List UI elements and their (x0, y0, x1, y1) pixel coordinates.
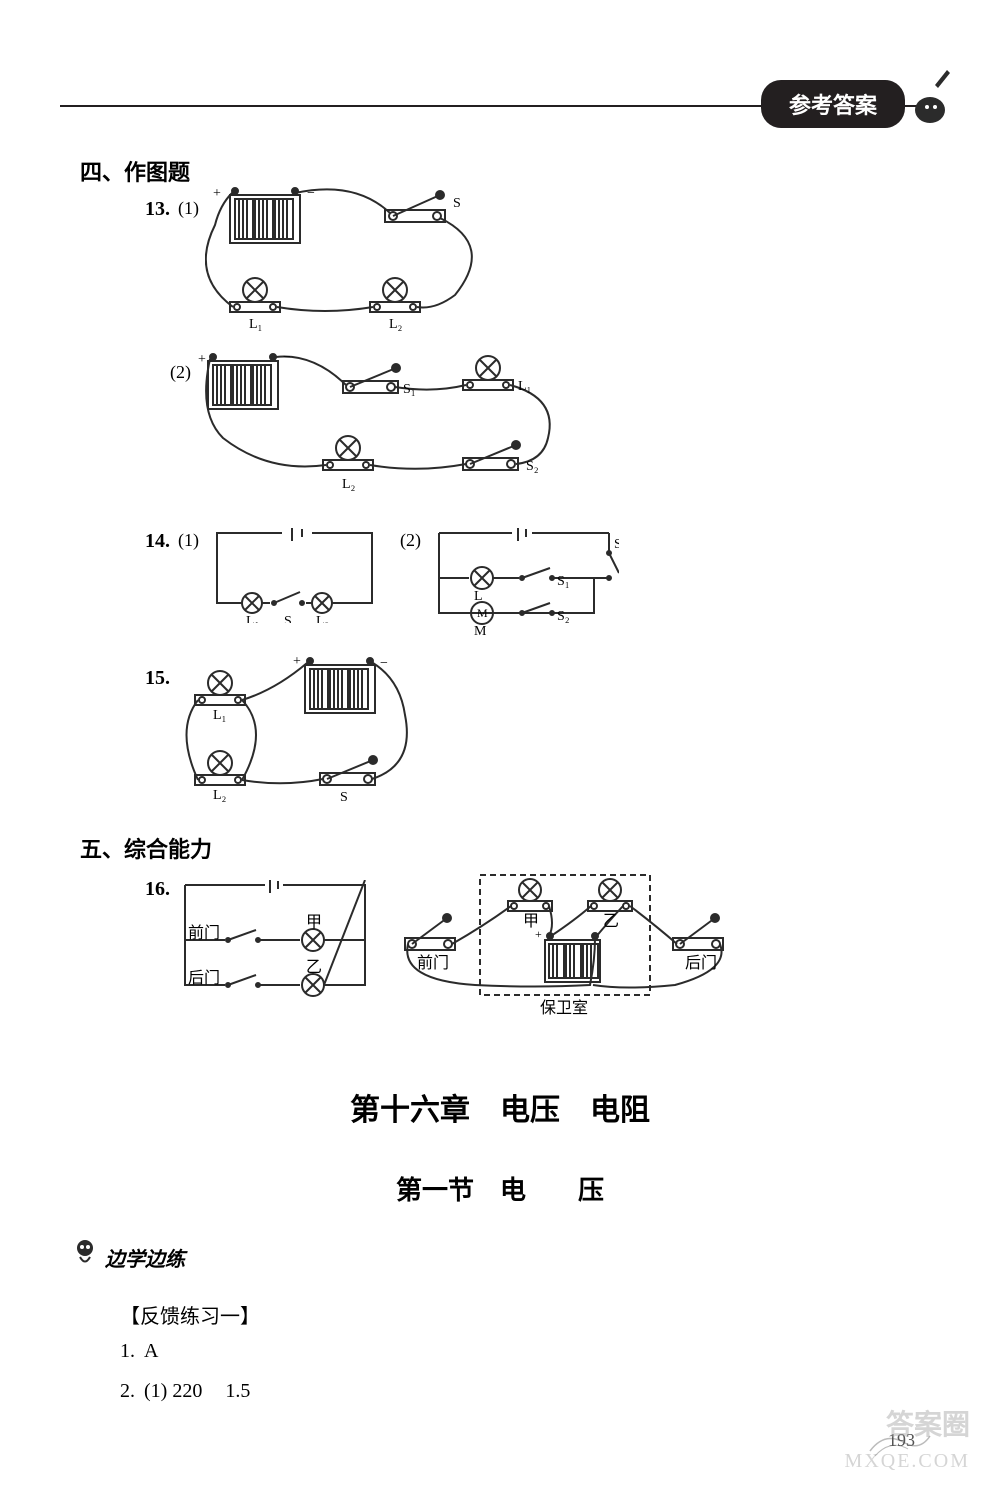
header-badge: 参考答案 (761, 80, 905, 128)
label-m: M (474, 624, 487, 638)
label-minus: − (307, 186, 315, 201)
label-back-door-pic: 后门 (685, 954, 717, 972)
a2-v2: 1.5 (225, 1380, 250, 1402)
a2-num: 2. (120, 1380, 135, 1402)
q16-schematic: 前门 后门 甲 乙 (180, 880, 375, 1000)
q13-part2: (2) (170, 362, 191, 383)
label-l1: L₁ (249, 317, 262, 332)
chapter-title: 第十六章 电压 电阻 (0, 1085, 1000, 1129)
label-guard-room: 保卫室 (540, 999, 588, 1017)
label-back-door: 后门 (188, 969, 220, 987)
q14-2-circuit: M S L S₁ M S₂ (434, 528, 619, 638)
label-l2: L₂ (213, 788, 227, 803)
q15-number: 15. (145, 667, 170, 690)
q15-circuit: + − L₁ L₂ S (175, 655, 435, 815)
label-minus: − (283, 350, 291, 365)
label-yi: 乙 (306, 959, 322, 976)
q14-1-circuit: L₁ S L₂ (212, 528, 382, 623)
answer-2: 2. (1) 220 1.5 (120, 1380, 250, 1403)
watermark-text: 答案圈 (886, 1403, 970, 1443)
label-plus-pic: + (535, 927, 542, 941)
q14-part1: (1) (178, 530, 199, 551)
a2-part: (1) (144, 1380, 167, 1402)
label-m-inner: M (477, 606, 488, 620)
label-l2: L₂ (389, 317, 403, 332)
q16-pictorial: 前门 后门 甲 乙 保卫室 + (395, 870, 735, 1030)
label-s: S (284, 614, 292, 623)
section-title: 第一节 电 压 (0, 1170, 1000, 1207)
answer-1: 1. A (120, 1340, 158, 1363)
label-plus: + (293, 655, 301, 669)
label-plus: + (213, 186, 221, 201)
label-s1: S₁ (403, 382, 416, 397)
watermark-url: MXQE.COM (845, 1450, 970, 1473)
a2-v1: 220 (172, 1380, 202, 1402)
label-s: S (453, 196, 461, 211)
q16-number: 16. (145, 878, 170, 901)
label-l2: L₂ (316, 614, 330, 623)
label-s1: S₁ (557, 574, 570, 589)
label-l1: L₁ (246, 614, 259, 623)
feedback-heading: 【反馈练习一】 (120, 1300, 260, 1329)
label-s2: S₂ (526, 459, 539, 474)
label-jia: 甲 (306, 914, 322, 931)
label-s: S (614, 537, 619, 552)
study-label: 边学边练 (105, 1243, 185, 1272)
label-front-door-pic: 前门 (417, 954, 449, 972)
a1-ans: A (144, 1340, 158, 1362)
label-l2: L₂ (342, 477, 356, 492)
label-l1: L₁ (518, 379, 531, 394)
section-5-heading: 五、综合能力 (80, 832, 212, 864)
q13-part1: (1) (178, 198, 199, 219)
q14-part2: (2) (400, 530, 421, 551)
label-s2: S₂ (557, 609, 570, 624)
study-head-icon (70, 1238, 100, 1268)
label-l: L (474, 589, 483, 604)
label-s: S (340, 790, 348, 805)
label-minus: − (380, 656, 388, 671)
label-front-door: 前门 (188, 924, 220, 942)
label-plus: + (198, 352, 206, 367)
q13-2-circuit: + − S₁ L₁ L₂ S₂ (198, 343, 578, 508)
q14-number: 14. (145, 530, 170, 553)
q13-1-circuit: + − S L₁ L₂ (205, 185, 525, 340)
section-4-heading: 四、作图题 (80, 155, 190, 187)
a1-num: 1. (120, 1340, 135, 1362)
label-l1: L₁ (213, 708, 226, 723)
pencil-character-icon (905, 65, 955, 125)
q13-number: 13. (145, 198, 170, 221)
label-yi-pic: 乙 (603, 913, 619, 930)
